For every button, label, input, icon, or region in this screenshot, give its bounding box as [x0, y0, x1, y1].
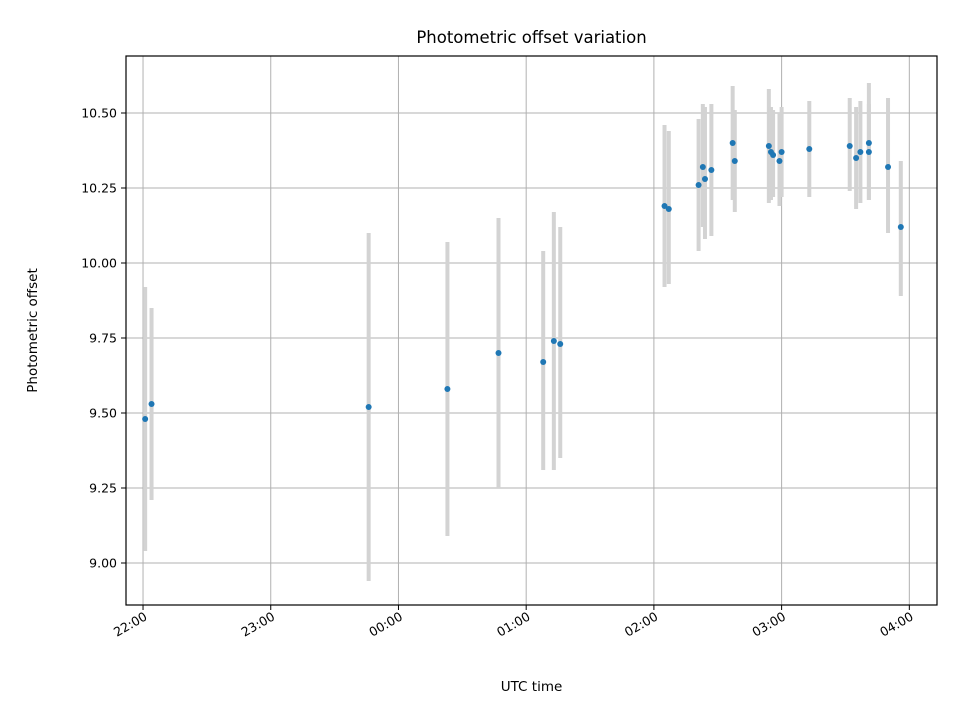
y-axis-ticks: 9.00 9.25 9.50 9.75 10.00 10.25 10.50: [81, 106, 126, 571]
y-tick-label: 10.50: [81, 106, 117, 121]
grid: [126, 56, 937, 605]
y-tick-label: 9.50: [89, 406, 117, 421]
y-axis-label: Photometric offset: [25, 268, 41, 392]
data-point: [770, 152, 777, 158]
data-point: [765, 143, 772, 149]
data-point: [857, 149, 864, 155]
data-point: [853, 155, 860, 161]
data-point: [897, 224, 904, 230]
data-point: [699, 164, 706, 170]
data-point: [865, 140, 872, 146]
y-tick-label: 10.25: [81, 181, 117, 196]
data-point: [550, 338, 557, 344]
plot-frame: [125, 55, 938, 606]
data-point: [444, 386, 451, 392]
data-points: [142, 140, 904, 422]
y-tick-label: 9.75: [89, 331, 117, 346]
data-point: [142, 416, 149, 422]
data-point: [731, 158, 738, 164]
data-point: [776, 158, 783, 164]
y-tick-label: 9.25: [89, 481, 117, 496]
data-point: [729, 140, 736, 146]
data-point: [495, 350, 502, 356]
y-tick-label: 9.00: [89, 556, 117, 571]
data-point: [885, 164, 892, 170]
data-point: [665, 206, 672, 212]
data-point: [695, 182, 702, 188]
y-tick-label: 10.00: [81, 256, 117, 271]
data-point: [557, 341, 564, 347]
data-point: [661, 203, 668, 209]
x-axis-label: UTC time: [501, 679, 563, 695]
data-point: [708, 167, 715, 173]
data-point: [806, 146, 813, 152]
data-point: [148, 401, 155, 407]
data-point: [365, 404, 372, 410]
data-point: [540, 359, 547, 365]
data-point: [865, 149, 872, 155]
data-point: [778, 149, 785, 155]
data-point: [701, 176, 708, 182]
chart-title: Photometric offset variation: [416, 28, 646, 47]
data-point: [846, 143, 853, 149]
